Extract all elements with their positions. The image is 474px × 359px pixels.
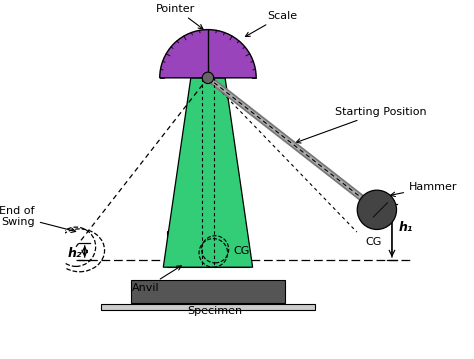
Text: h₂: h₂ — [67, 247, 82, 260]
Text: End of
Swing: End of Swing — [0, 206, 76, 233]
Polygon shape — [164, 78, 253, 267]
Text: CG: CG — [365, 237, 382, 247]
Text: Scale: Scale — [246, 11, 297, 37]
Text: Anvil: Anvil — [132, 266, 182, 293]
Text: Hammer: Hammer — [391, 182, 457, 196]
Text: CG: CG — [233, 246, 249, 256]
Wedge shape — [160, 29, 256, 78]
Text: Specimen: Specimen — [188, 307, 243, 317]
Text: Pointer: Pointer — [156, 4, 203, 29]
Polygon shape — [167, 232, 249, 267]
Circle shape — [357, 190, 397, 229]
Circle shape — [202, 72, 214, 84]
Polygon shape — [131, 280, 285, 303]
Polygon shape — [101, 304, 315, 310]
Text: Starting Position: Starting Position — [296, 107, 427, 143]
Text: h₁: h₁ — [398, 221, 413, 234]
